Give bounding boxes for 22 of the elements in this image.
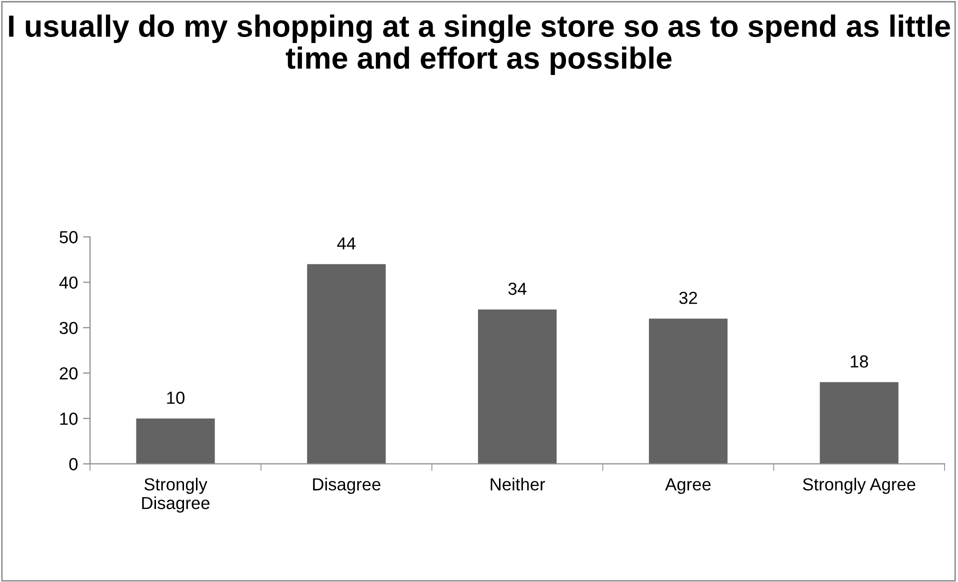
x-tick-label: Agree xyxy=(665,478,711,494)
chart-title: I usually do my shopping at a single store so as to spend as little time and effort as possible xyxy=(9,14,950,75)
y-tick-label: 0 xyxy=(69,458,78,470)
y-tick-label: 50 xyxy=(60,231,78,244)
y-tick-label: 10 xyxy=(60,412,78,425)
data-label: 18 xyxy=(850,355,868,368)
bar xyxy=(648,318,728,464)
data-label: 32 xyxy=(679,292,698,304)
y-tick-label: 40 xyxy=(59,276,78,289)
bar xyxy=(478,310,557,464)
data-label: 44 xyxy=(337,237,356,250)
x-tick-label: Neither xyxy=(490,478,546,490)
data-label: 34 xyxy=(508,282,526,295)
y-tick-label: 30 xyxy=(60,322,78,334)
bar xyxy=(136,418,215,464)
x-tick-label: Strongly Agree xyxy=(802,478,916,494)
x-tick-label: Disagree xyxy=(313,478,380,494)
bar xyxy=(307,264,386,464)
x-tick-label: Strongly Disagree xyxy=(142,478,210,513)
y-tick-label: 20 xyxy=(60,367,78,380)
data-label: 10 xyxy=(167,392,184,404)
bar xyxy=(820,382,898,464)
